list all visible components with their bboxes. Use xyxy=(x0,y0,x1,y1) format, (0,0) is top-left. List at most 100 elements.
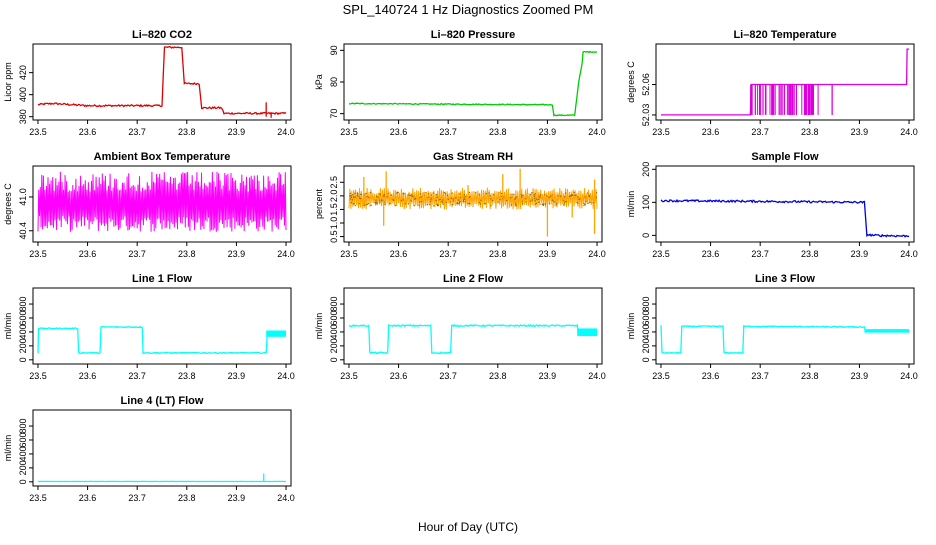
rh-dot xyxy=(486,193,487,194)
temp-xtick-label: 23.7 xyxy=(751,127,769,137)
rh-dot xyxy=(391,195,392,196)
ambient-xtick-label: 23.7 xyxy=(128,249,146,259)
rh-dot xyxy=(538,202,539,203)
rh-dot xyxy=(463,199,464,200)
pressure-xtick-label: 23.9 xyxy=(539,127,557,137)
rh-dot xyxy=(403,199,404,200)
co2-xtick-label: 23.5 xyxy=(29,127,47,137)
rh-dot xyxy=(355,197,356,198)
temp-xtick-label: 23.6 xyxy=(702,127,720,137)
rh-dot xyxy=(437,204,438,205)
co2-xtick-label: 24.0 xyxy=(277,127,295,137)
line3-xtick-label: 24.0 xyxy=(900,371,918,381)
line2-xtick-label: 23.9 xyxy=(539,371,557,381)
rh-dot xyxy=(350,193,351,194)
rh-dot xyxy=(452,204,453,205)
line2-noise-band xyxy=(577,328,597,336)
rh-dot xyxy=(516,205,517,206)
rh-dot xyxy=(431,195,432,196)
rh-dot xyxy=(395,205,396,206)
rh-ytick-label: 0.5 xyxy=(329,230,339,243)
rh-dot xyxy=(484,203,485,204)
rh-dot xyxy=(379,200,380,201)
rh-ytick-label: 2.0 xyxy=(329,190,339,203)
ambient-ytick-label: 41.0 xyxy=(18,188,28,206)
rh-dot xyxy=(421,201,422,202)
pressure-xtick-label: 23.6 xyxy=(390,127,408,137)
rh-dot xyxy=(525,198,526,199)
rh-dot xyxy=(446,202,447,203)
rh-dot xyxy=(351,195,352,196)
rh-dot xyxy=(493,194,494,195)
co2-xtick-label: 23.7 xyxy=(128,127,146,137)
rh-dot xyxy=(444,192,445,193)
sample-plot-frame xyxy=(656,166,914,242)
rh-dot xyxy=(532,200,533,201)
rh-dot xyxy=(423,195,424,196)
rh-ylabel: percent xyxy=(314,188,324,219)
rh-dot xyxy=(515,198,516,199)
rh-dot xyxy=(540,195,541,196)
rh-dot xyxy=(408,203,409,204)
rh-dot xyxy=(564,196,565,197)
rh-dot xyxy=(511,204,512,205)
rh-dot xyxy=(357,195,358,196)
line4-plot-frame xyxy=(33,410,291,486)
line4-xtick-label: 23.7 xyxy=(128,493,146,503)
sample-data xyxy=(661,200,909,237)
co2-series-line xyxy=(38,47,286,115)
rh-dot xyxy=(411,194,412,195)
rh-dot xyxy=(531,192,532,193)
rh-dot xyxy=(365,204,366,205)
rh-dot xyxy=(419,197,420,198)
rh-dot xyxy=(556,203,557,204)
rh-dot xyxy=(585,196,586,197)
rh-dot xyxy=(460,201,461,202)
ambient-series-line xyxy=(38,172,286,232)
rh-dot xyxy=(357,193,358,194)
rh-dot xyxy=(585,201,586,202)
rh-dot xyxy=(401,200,402,201)
line4-data xyxy=(38,473,286,481)
co2-xtick-label: 23.6 xyxy=(79,127,97,137)
rh-dot xyxy=(438,205,439,206)
rh-dot xyxy=(480,200,481,201)
rh-y-axis: 0.51.01.52.02.5 xyxy=(329,176,344,243)
pressure-ytick-label: 80 xyxy=(329,77,339,87)
rh-dot xyxy=(534,196,535,197)
rh-dot xyxy=(363,204,364,205)
rh-dot xyxy=(579,199,580,200)
rh-dot xyxy=(442,200,443,201)
rh-dot xyxy=(538,199,539,200)
line1-xtick-label: 24.0 xyxy=(277,371,295,381)
rh-dot xyxy=(522,203,523,204)
rh-dot xyxy=(420,194,421,195)
rh-dot xyxy=(490,195,491,196)
rh-dot xyxy=(377,197,378,198)
temp-ytick-label: 52.06 xyxy=(641,73,651,96)
line1-ylabel: ml/min xyxy=(3,313,13,340)
rh-dot xyxy=(536,199,537,200)
ambient-title: Ambient Box Temperature xyxy=(94,151,231,163)
rh-dot xyxy=(525,201,526,202)
rh-dot xyxy=(414,205,415,206)
rh-dot xyxy=(464,201,465,202)
pressure-xtick-label: 23.8 xyxy=(489,127,507,137)
rh-xtick-label: 24.0 xyxy=(588,249,606,259)
rh-dot xyxy=(596,197,597,198)
line3-xtick-label: 23.6 xyxy=(702,371,720,381)
rh-dot xyxy=(479,194,480,195)
rh-dot xyxy=(366,196,367,197)
rh-data xyxy=(349,169,597,237)
rh-dot xyxy=(556,204,557,205)
line1-ytick-label: 800 xyxy=(18,297,28,312)
